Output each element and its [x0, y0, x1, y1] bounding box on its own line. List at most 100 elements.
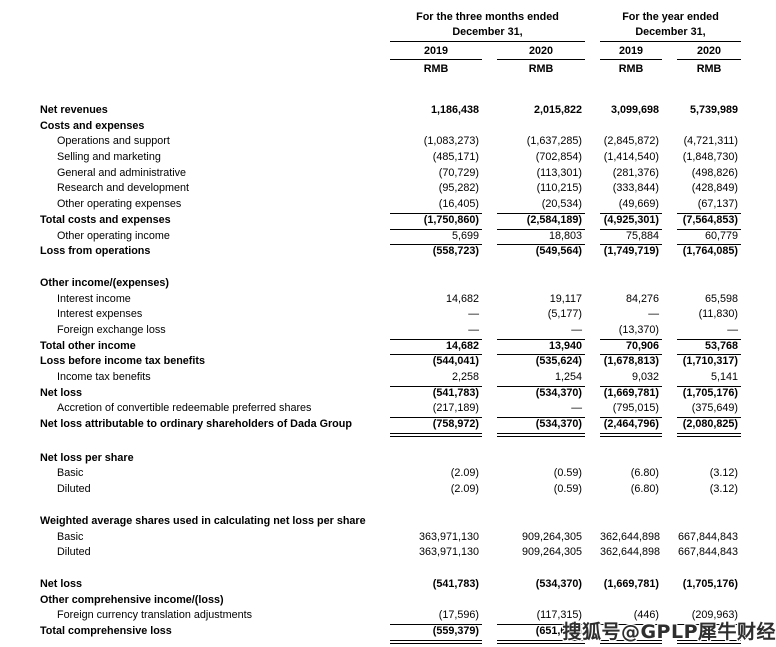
section-gap	[40, 498, 776, 514]
period-header-line: For the year ended	[622, 11, 719, 23]
row-label: Interest expenses	[57, 308, 143, 321]
value-cell: (1,710,317)	[682, 355, 738, 368]
value-cell	[600, 624, 662, 644]
value-cell: (498,826)	[691, 166, 738, 179]
value-cell	[390, 276, 482, 292]
table-row: Loss before income tax benefits (544,041)…	[40, 354, 776, 370]
row-label: Diluted	[57, 546, 91, 559]
value-cell: (534,370)	[535, 577, 582, 590]
value-cell: (1,848,730)	[682, 151, 738, 164]
row-label: Foreign exchange loss	[57, 323, 166, 336]
table-row: Interest income 14,682 19,117 84,276 65,598	[40, 292, 776, 308]
value-cell: 2,015,822	[533, 104, 582, 116]
row-label: General and administrative	[57, 166, 187, 179]
value-cell: (1,669,781)	[603, 386, 659, 399]
row-label: Total comprehensive loss	[40, 624, 172, 637]
row-label: Basic	[57, 467, 84, 480]
table-header-periods: For the three months ended December 31, …	[40, 10, 776, 42]
value-cell: (541,783)	[432, 577, 479, 590]
section-gap	[40, 260, 776, 276]
value-cell: (1,749,719)	[603, 245, 659, 258]
value-cell: (17,596)	[390, 608, 482, 625]
value-cell: (16,405)	[390, 197, 482, 214]
value-cell: (544,041)	[432, 355, 479, 368]
value-cell: (2,584,189)	[497, 213, 585, 230]
value-cell: (67,137)	[677, 197, 741, 214]
value-cell: (541,783)	[432, 386, 479, 399]
value-cell: (3.12)	[709, 467, 738, 480]
value-cell: 362,644,898	[600, 546, 661, 559]
value-cell: 1,186,438	[430, 104, 479, 116]
row-label: Other operating expenses	[57, 198, 182, 211]
row-label: Accretion of convertible redeemable pref…	[57, 402, 312, 415]
table-row: Total comprehensive loss (559,379) (651,68…	[40, 624, 776, 644]
value-cell: 70,906	[600, 339, 662, 356]
table-row: Diluted 363,971,130 909,264,305 362,644,898…	[40, 545, 776, 561]
value-cell: (110,215)	[536, 182, 582, 195]
header-body-gap	[40, 77, 776, 103]
table-row: Selling and marketing (485,171) (702,854) (…	[40, 150, 776, 166]
value-cell: —	[497, 323, 585, 340]
value-cell: (2,464,796)	[600, 417, 662, 437]
value-cell: (534,370)	[497, 417, 585, 437]
value-cell: 909,264,305	[521, 546, 582, 559]
row-label: Total other income	[40, 339, 136, 352]
table-row: Basic 363,971,130 909,264,305 362,644,898 66…	[40, 530, 776, 546]
value-cell	[600, 514, 662, 530]
value-cell: (795,015)	[600, 401, 662, 419]
row-label: Net loss	[40, 577, 83, 590]
row-label: Costs and expenses	[40, 119, 145, 132]
row-label: Other comprehensive income/(loss)	[40, 593, 224, 606]
row-label: Other operating income	[57, 229, 170, 242]
value-cell: (702,854)	[535, 151, 582, 164]
value-cell: (95,282)	[438, 182, 479, 195]
value-cell: (217,189)	[390, 401, 482, 419]
value-cell: (49,669)	[600, 197, 662, 214]
value-cell: (549,564)	[535, 245, 582, 258]
table-row: Costs and expenses	[40, 119, 776, 135]
table-row: Net revenues 1,186,438 2,015,822 3,099,698 5…	[40, 103, 776, 119]
table-row: Basic (2.09) (0.59) (6.80) (3.12)	[40, 466, 776, 482]
value-cell: —	[497, 401, 585, 419]
table-header-years: 2019 2020 2019 2020	[40, 44, 776, 60]
table-row: Loss from operations (558,723) (549,564) (1…	[40, 244, 776, 260]
value-cell: (281,376)	[612, 166, 659, 179]
row-label: Selling and marketing	[57, 151, 161, 164]
value-cell	[390, 451, 482, 467]
table-row: Income tax benefits 2,258 1,254 9,032 5,141	[40, 370, 776, 387]
value-cell	[600, 119, 662, 135]
value-cell	[600, 593, 662, 609]
period-header-line: December 31,	[452, 25, 523, 38]
value-cell: (2,080,825)	[677, 417, 741, 437]
value-cell: (3.12)	[709, 483, 738, 496]
value-cell: (534,370)	[535, 386, 582, 399]
value-cell: (20,534)	[497, 197, 585, 214]
period-header-line: December 31,	[635, 25, 706, 38]
watermark: 搜狐号@GPLP犀牛财经	[562, 621, 776, 643]
empty-cell	[40, 61, 375, 77]
currency-unit-header: RMB	[696, 63, 722, 75]
value-cell: 60,779	[677, 229, 741, 246]
table-row: Interest expenses — (5,177) — (11,830)	[40, 307, 776, 323]
currency-unit-header: RMB	[618, 63, 644, 75]
value-cell: (2,845,872)	[603, 135, 659, 148]
value-cell: (535,624)	[535, 355, 582, 368]
period-header-year: For the year ended December 31,	[600, 10, 741, 42]
value-cell: (117,315)	[497, 608, 585, 625]
value-cell	[497, 451, 585, 467]
value-cell: (485,171)	[432, 151, 479, 164]
value-cell: 5,141	[677, 370, 741, 387]
value-cell: 84,276	[625, 292, 659, 305]
value-cell: 909,264,305	[521, 530, 582, 543]
currency-unit-header: RMB	[423, 63, 449, 75]
value-cell: (1,083,273)	[423, 135, 479, 148]
value-cell: (113,301)	[536, 166, 582, 179]
value-cell: 667,844,843	[677, 546, 738, 559]
value-cell: (1,637,285)	[526, 135, 582, 148]
value-cell: 1,254	[497, 370, 585, 387]
value-cell: (651,685)	[497, 624, 585, 644]
table-row: Net loss (541,783) (534,370) (1,669,781) (1,…	[40, 577, 776, 593]
row-label: Basic	[57, 530, 84, 543]
value-cell: (0.59)	[553, 483, 582, 496]
